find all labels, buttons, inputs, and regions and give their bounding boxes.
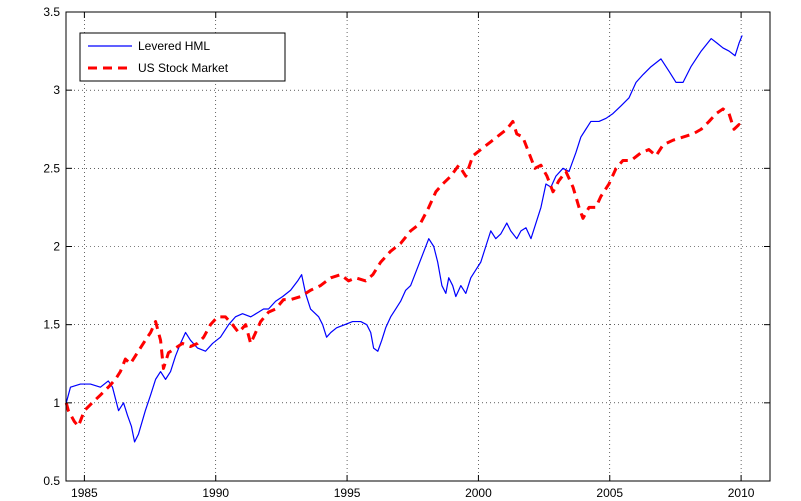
x-tick-label: 2010 <box>728 486 755 500</box>
lines <box>64 35 744 443</box>
y-tick-label: 3.5 <box>43 5 60 19</box>
y-tick-label: 1 <box>53 396 60 410</box>
x-tick-label: 1985 <box>71 486 98 500</box>
y-tick-label: 0.5 <box>43 474 60 488</box>
y-tick-label: 3 <box>53 83 60 97</box>
legend-box <box>79 32 286 82</box>
series-line <box>64 107 744 428</box>
legend-label: Levered HML <box>138 39 210 53</box>
y-tick-label: 1.5 <box>43 318 60 332</box>
y-tick-label: 2 <box>53 240 60 254</box>
y-tick-label: 2.5 <box>43 161 60 175</box>
legend: Levered HML US Stock Market <box>79 32 286 82</box>
ticks: 0.5 1 1.5 2 2.5 3 3.5 1985 1990 1995 2000 2005 2010 <box>43 5 770 500</box>
x-tick-label: 2005 <box>596 486 623 500</box>
x-tick-label: 1995 <box>334 486 361 500</box>
x-tick-label: 2000 <box>465 486 492 500</box>
legend-label: US Stock Market <box>138 61 229 75</box>
x-tick-label: 1990 <box>202 486 229 500</box>
series-line <box>65 35 743 443</box>
